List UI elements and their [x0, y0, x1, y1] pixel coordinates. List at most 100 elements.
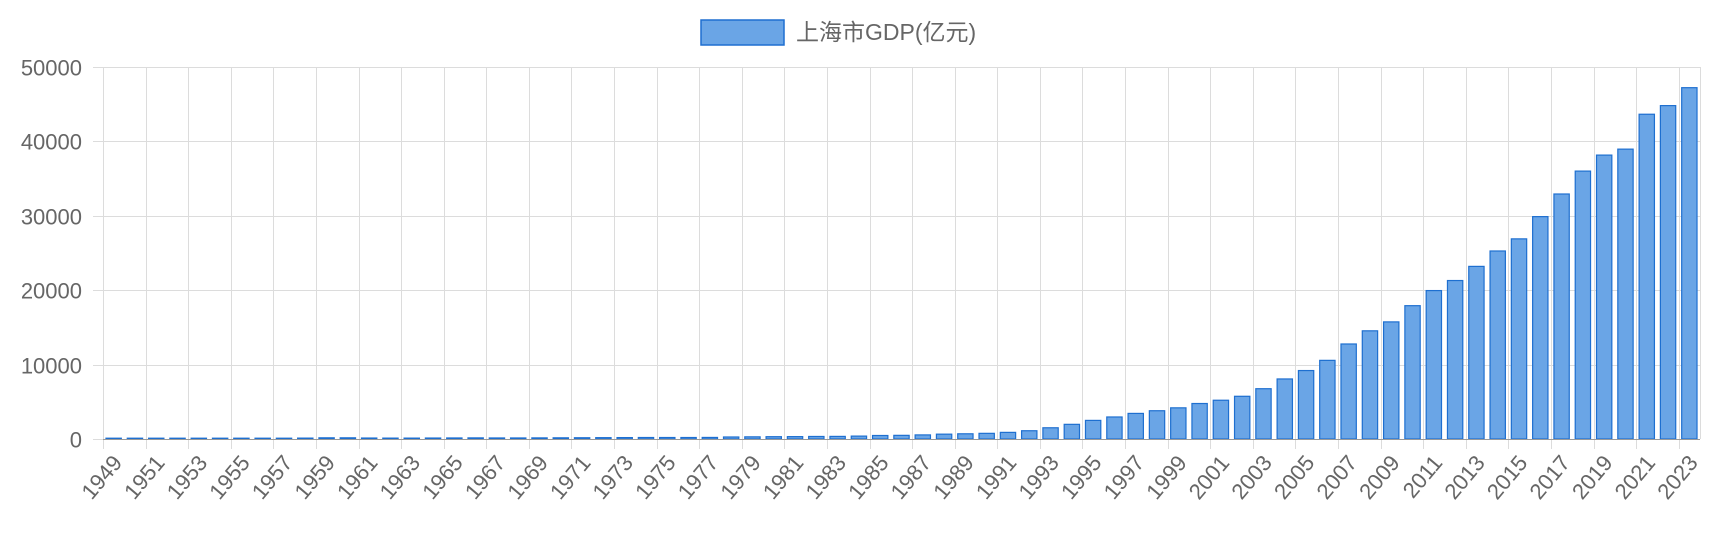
x-tick-label: 1955 [204, 450, 255, 504]
x-tick-label: 1965 [417, 450, 468, 504]
bar-1958[interactable] [297, 437, 314, 440]
bar-2023[interactable] [1681, 87, 1698, 440]
bar-2001[interactable] [1212, 399, 1230, 440]
bar-1986[interactable] [893, 434, 910, 440]
bar-1976[interactable] [680, 436, 697, 440]
bar-2011[interactable] [1425, 289, 1443, 440]
bar-2015[interactable] [1510, 238, 1528, 440]
x-tick-label: 1993 [1013, 450, 1064, 504]
bar-1950[interactable] [126, 437, 144, 440]
bar-1964[interactable] [424, 437, 442, 440]
bar-1966[interactable] [467, 437, 484, 440]
bar-1956[interactable] [254, 437, 271, 440]
bar-1963[interactable] [403, 437, 421, 440]
bar-1987[interactable] [914, 434, 932, 440]
bar-2014[interactable] [1489, 250, 1506, 440]
bar-1962[interactable] [382, 437, 399, 440]
bar-1981[interactable] [786, 436, 804, 440]
bar-2019[interactable] [1595, 154, 1613, 440]
x-tick-label: 2007 [1311, 450, 1362, 504]
bar-1953[interactable] [190, 437, 208, 440]
bar-2003[interactable] [1255, 388, 1272, 440]
x-tick-label: 2021 [1610, 450, 1661, 504]
legend[interactable]: 上海市GDP(亿元) [700, 19, 976, 46]
grid-layer [93, 67, 1701, 449]
x-tick-label: 1975 [630, 450, 681, 504]
bar-1979[interactable] [744, 436, 761, 440]
x-tick-label: 1963 [375, 450, 426, 504]
bar-1965[interactable] [446, 437, 463, 440]
bar-1996[interactable] [1106, 416, 1123, 440]
bar-1959[interactable] [318, 437, 335, 440]
bar-1998[interactable] [1148, 410, 1166, 440]
x-tick-label: 2005 [1269, 450, 1320, 504]
bar-2016[interactable] [1532, 216, 1549, 440]
bar-2006[interactable] [1319, 359, 1336, 440]
bar-1972[interactable] [595, 437, 612, 440]
bar-1997[interactable] [1127, 412, 1144, 440]
x-tick-label: 1981 [758, 450, 809, 504]
bar-1977[interactable] [701, 436, 719, 440]
y-axis-labels: 0 10000 20000 30000 40000 50000 [21, 56, 82, 453]
bar-1949[interactable] [105, 437, 122, 440]
x-tick-label: 1959 [289, 450, 340, 504]
bar-1995[interactable] [1084, 419, 1102, 440]
bar-1968[interactable] [509, 437, 527, 440]
legend-swatch[interactable] [700, 19, 785, 46]
bar-2008[interactable] [1361, 330, 1379, 440]
bar-1982[interactable] [808, 435, 825, 440]
bar-1990[interactable] [978, 432, 995, 440]
bar-2010[interactable] [1404, 305, 1421, 440]
bar-1951[interactable] [147, 437, 165, 440]
bar-2022[interactable] [1659, 105, 1677, 440]
bar-2012[interactable] [1446, 279, 1464, 440]
bar-1988[interactable] [935, 433, 953, 440]
bar-1992[interactable] [1020, 430, 1038, 440]
bar-1952[interactable] [169, 437, 186, 440]
x-tick-label: 1961 [332, 450, 383, 504]
bar-1970[interactable] [552, 437, 570, 440]
bar-1980[interactable] [765, 436, 783, 440]
bar-2005[interactable] [1297, 369, 1315, 440]
bar-1967[interactable] [488, 437, 506, 440]
bar-1978[interactable] [722, 436, 740, 440]
bar-1969[interactable] [531, 437, 548, 440]
bar-1975[interactable] [659, 436, 676, 440]
bar-1954[interactable] [211, 437, 229, 440]
x-tick-label: 1951 [119, 450, 170, 504]
bar-1993[interactable] [1042, 427, 1059, 440]
x-tick-label: 2009 [1354, 450, 1405, 504]
bar-1999[interactable] [1170, 407, 1187, 440]
x-tick-label: 1991 [971, 450, 1022, 504]
bar-1974[interactable] [637, 436, 655, 440]
bar-1989[interactable] [957, 433, 974, 440]
bar-1971[interactable] [573, 437, 591, 440]
y-tick-label: 50000 [21, 56, 82, 81]
bar-2017[interactable] [1553, 193, 1570, 440]
legend-label[interactable]: 上海市GDP(亿元) [796, 19, 976, 45]
x-tick-label: 1967 [460, 450, 511, 504]
bar-2002[interactable] [1233, 395, 1251, 440]
bar-1955[interactable] [233, 437, 250, 440]
bar-2021[interactable] [1638, 113, 1656, 440]
bar-2004[interactable] [1276, 378, 1294, 440]
x-tick-label: 1957 [247, 450, 298, 504]
x-tick-label: 2019 [1567, 450, 1618, 504]
bar-2007[interactable] [1340, 343, 1357, 440]
bar-1984[interactable] [850, 435, 868, 440]
bar-2018[interactable] [1574, 170, 1592, 440]
bar-1991[interactable] [999, 431, 1017, 440]
bar-2009[interactable] [1382, 321, 1400, 440]
bar-1994[interactable] [1063, 423, 1081, 440]
bar-1960[interactable] [339, 437, 357, 440]
bar-1973[interactable] [616, 436, 633, 440]
bar-1961[interactable] [360, 437, 378, 440]
x-tick-label: 1977 [673, 450, 724, 504]
bar-1985[interactable] [871, 434, 889, 440]
bar-2000[interactable] [1191, 402, 1208, 440]
bar-2020[interactable] [1617, 148, 1634, 440]
bar-2013[interactable] [1468, 265, 1485, 440]
bar-1957[interactable] [275, 437, 293, 440]
bar-1983[interactable] [829, 435, 846, 440]
